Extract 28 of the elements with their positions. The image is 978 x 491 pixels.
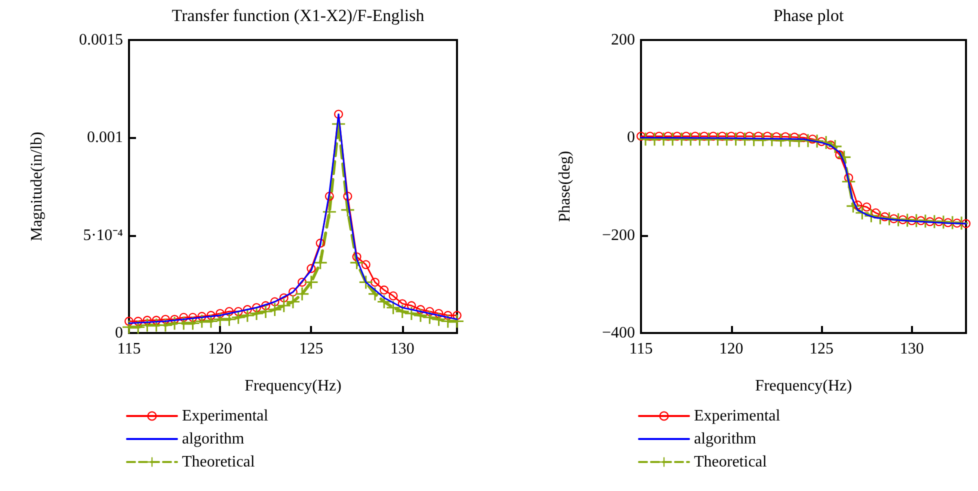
x-tick-label: 130 xyxy=(390,340,414,358)
chart-title: Phase plot xyxy=(773,6,844,25)
x-tick-label: 130 xyxy=(900,340,924,358)
y-tick-label: −200 xyxy=(602,226,635,244)
legend-label: algorithm xyxy=(182,430,245,448)
chart-title: Transfer function (X1-X2)/F-English xyxy=(172,6,425,25)
x-tick-label: 125 xyxy=(299,340,324,358)
x-tick-label: 120 xyxy=(719,340,744,358)
y-tick-label: 0 xyxy=(627,129,635,146)
legend-label: Theoretical xyxy=(182,454,256,470)
x-axis-title: Frequency(Hz) xyxy=(755,378,852,394)
x-axis-title: Frequency(Hz) xyxy=(244,378,342,394)
y-tick-label: −400 xyxy=(602,324,635,342)
y-tick-label: 200 xyxy=(611,32,635,48)
y-tick-label: 0.0015 xyxy=(79,32,123,48)
y-tick-label: 0 xyxy=(115,324,123,342)
x-tick-label: 115 xyxy=(629,340,653,358)
legend-label: Theoretical xyxy=(694,454,768,470)
legend-label: Experimental xyxy=(694,408,781,424)
y-tick-label: 0.001 xyxy=(87,129,123,146)
y-axis-title: Magnitude(in/lb) xyxy=(28,132,46,242)
y-axis-title: Phase(deg) xyxy=(556,150,574,222)
legend-label: algorithm xyxy=(694,430,757,448)
x-tick-label: 115 xyxy=(117,340,141,358)
x-tick-label: 125 xyxy=(810,340,834,358)
legend-label: Experimental xyxy=(182,408,269,424)
y-tick-label: 5·10⁻⁴ xyxy=(83,226,124,244)
x-tick-label: 120 xyxy=(208,340,232,358)
